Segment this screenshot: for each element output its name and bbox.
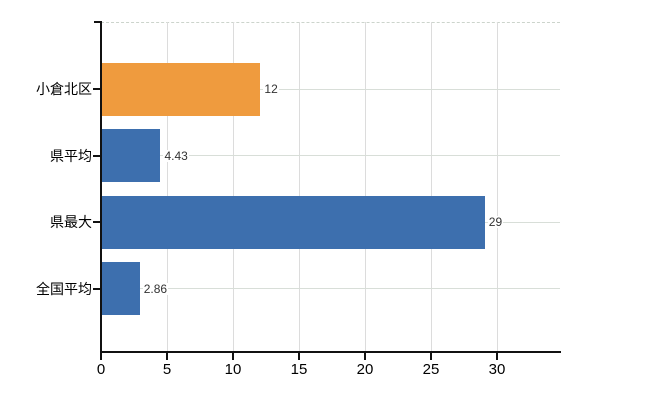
x-gridline [430, 22, 432, 352]
x-axis-tick [496, 353, 498, 360]
x-axis-tick [364, 353, 366, 360]
y-axis-top-tick [94, 21, 102, 23]
bar-value-label: 2.86 [142, 281, 169, 296]
category-gridline [102, 88, 560, 90]
category-tick [93, 88, 101, 90]
x-gridline [298, 22, 300, 352]
bar-value-label: 12 [263, 82, 279, 96]
x-axis-tick [100, 353, 102, 360]
x-axis-line [100, 351, 561, 353]
category-tick [93, 154, 101, 157]
x-gridline [166, 22, 168, 352]
category-label: 小倉北区 [36, 81, 92, 97]
bar-value-label: 29 [487, 215, 504, 229]
x-gridline [496, 22, 498, 352]
category-gridline [102, 155, 560, 156]
plot-area-top-border [101, 22, 560, 23]
x-axis-tick-label: 30 [488, 361, 506, 378]
category-tick [93, 221, 101, 223]
bar-小倉北区 [102, 62, 261, 116]
category-tick [93, 287, 101, 290]
category-gridline [102, 288, 560, 289]
x-axis-tick-label: 0 [96, 361, 106, 378]
bar-全国平均 [102, 262, 140, 315]
x-axis-tick-label: 5 [162, 361, 172, 378]
x-axis-tick-label: 20 [356, 361, 374, 378]
category-label: 県平均 [50, 147, 92, 164]
x-axis-tick-label: 15 [290, 361, 308, 378]
x-axis-tick [298, 353, 300, 360]
x-axis-tick-label: 25 [422, 361, 440, 378]
y-axis-line [100, 22, 102, 352]
x-axis-tick [166, 353, 168, 360]
category-label: 全国平均 [36, 280, 92, 297]
bar-value-label: 4.43 [163, 148, 189, 163]
bar-県最大 [102, 195, 485, 249]
category-label: 県最大 [50, 214, 92, 230]
x-gridline [364, 22, 366, 352]
bar-県平均 [102, 129, 161, 182]
x-gridline [232, 22, 234, 352]
x-axis-tick-label: 10 [224, 361, 242, 378]
x-axis-tick [430, 353, 432, 360]
x-axis-tick [232, 353, 234, 360]
